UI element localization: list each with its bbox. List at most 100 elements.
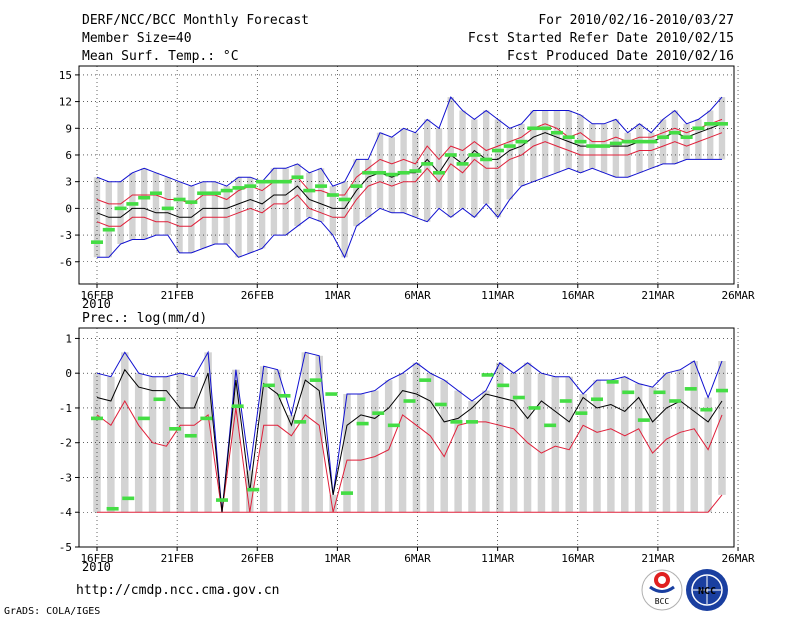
ensemble-mean-mark (91, 240, 103, 244)
member-size-text: Member Size=40 (82, 31, 192, 46)
x-tick-label: 11MAR (481, 289, 514, 302)
spread-bar (676, 369, 685, 513)
y-tick-label: 3 (65, 176, 72, 189)
spread-bar (607, 380, 615, 513)
y-tick-label: -6 (59, 256, 72, 269)
spread-bar (341, 181, 348, 258)
spread-bar (577, 114, 584, 173)
spread-bar (683, 123, 690, 160)
spread-bar (496, 362, 504, 513)
x-tick-label: 26FEB (241, 289, 274, 302)
spread-bar (365, 159, 372, 218)
ensemble-mean-mark (137, 416, 150, 421)
ensemble-mean-mark (374, 170, 387, 175)
temp-year-label: 2010 (82, 297, 111, 311)
precip-year-label: 2010 (82, 560, 111, 574)
ensemble-mean-mark (700, 407, 713, 412)
spread-bar (471, 119, 478, 218)
spread-bar (384, 380, 393, 513)
spread-bar (482, 110, 490, 204)
ensemble-mean-mark (468, 153, 481, 157)
url-text[interactable]: http://cmdp.ncc.cma.gov.cn (76, 583, 280, 598)
ensemble-mean-mark (668, 130, 681, 135)
temperature-x-axis: 16FEB 21FEB 26FEB 1MAR 6MAR 11MAR 16MAR 21MAR 26… (80, 284, 755, 302)
spread-bar (93, 177, 101, 258)
spread-bar (426, 373, 435, 513)
spread-bar (121, 352, 129, 513)
spread-bar (648, 387, 657, 513)
x-tick-label: 1MAR (324, 552, 351, 565)
ensemble-mean-mark (503, 144, 516, 148)
ensemble-mean-mark (138, 195, 151, 200)
ensemble-mean-mark (497, 383, 510, 388)
spread-bar (105, 181, 112, 258)
produced-date-text: Fcst Produced Date 2010/02/16 (507, 49, 734, 64)
temperature-y-axis: -6 -3 0 3 6 9 12 15 (59, 69, 79, 269)
spread-bar (371, 390, 379, 513)
spread-bar (329, 186, 337, 236)
ensemble-mean-mark (114, 206, 127, 211)
spread-bar (188, 186, 195, 253)
x-tick-label: 26MAR (721, 289, 754, 302)
ensemble-mean-mark (645, 139, 658, 144)
spread-bar (282, 168, 289, 236)
start-date-text: Fcst Started Refer Date 2010/02/15 (468, 31, 734, 46)
ensemble-mean-mark (341, 491, 353, 495)
max-line (96, 96, 723, 187)
precipitation-grid (79, 328, 739, 548)
spread-bar (565, 110, 572, 169)
precipitation-spread-bands (93, 352, 726, 513)
ensemble-mean-mark (419, 378, 432, 382)
spread-bar (537, 373, 546, 513)
ensemble-mean-mark (325, 392, 338, 396)
spread-bar (357, 394, 365, 513)
ensemble-mean-mark (149, 191, 162, 196)
ensemble-mean-mark (185, 200, 198, 204)
ensemble-mean-mark (550, 130, 563, 135)
ensemble-mean-mark (421, 162, 434, 166)
ensemble-mean-mark (539, 126, 552, 131)
ensemble-mean-mark (684, 387, 697, 391)
spread-bar (718, 361, 726, 495)
spread-bar (541, 110, 549, 178)
ensemble-mean-mark (692, 126, 705, 131)
ensemble-mean-mark (559, 399, 572, 403)
temperature-grid (79, 66, 739, 284)
spread-bar (454, 390, 462, 513)
ensemble-mean-mark (637, 418, 650, 422)
bcc-logo-text: BCC (655, 597, 670, 606)
ensemble-mean-mark (385, 172, 398, 177)
ensemble-mean-mark (434, 402, 447, 407)
ensemble-mean-mark (169, 427, 182, 431)
x-tick-label: 21MAR (641, 289, 674, 302)
x-tick-label: 21FEB (161, 552, 194, 565)
spread-bar (107, 376, 115, 513)
spread-bar (235, 177, 242, 258)
temperature-frame (78, 65, 735, 285)
spread-bar (671, 110, 679, 164)
y-tick-label: -4 (59, 506, 73, 519)
ensemble-mean-mark (106, 506, 119, 511)
ensemble-mean-mark (278, 393, 291, 398)
x-tick-label: 16MAR (561, 552, 594, 565)
spread-bar (400, 128, 407, 213)
spread-bar (129, 172, 136, 240)
spread-bar (509, 373, 518, 513)
y-tick-label: -1 (59, 402, 72, 415)
bcc-logo: BCC (641, 569, 683, 611)
x-tick-label: 16FEB (80, 552, 113, 565)
ensemble-mean-mark (621, 139, 634, 144)
ensemble-mean-mark (622, 390, 635, 395)
ensemble-mean-mark (528, 406, 541, 410)
ensemble-mean-mark (208, 191, 221, 196)
spread-bar (553, 110, 561, 173)
ensemble-mean-mark (279, 179, 292, 184)
ensemble-mean-mark (291, 175, 304, 180)
ensemble-mean-mark (466, 420, 478, 424)
precipitation-ensemble-marks (91, 373, 728, 511)
ensemble-mean-mark (704, 122, 717, 126)
ensemble-mean-mark (575, 411, 588, 415)
spread-bar (117, 181, 124, 244)
ensemble-mean-mark (372, 411, 385, 415)
spread-bar (447, 97, 454, 218)
